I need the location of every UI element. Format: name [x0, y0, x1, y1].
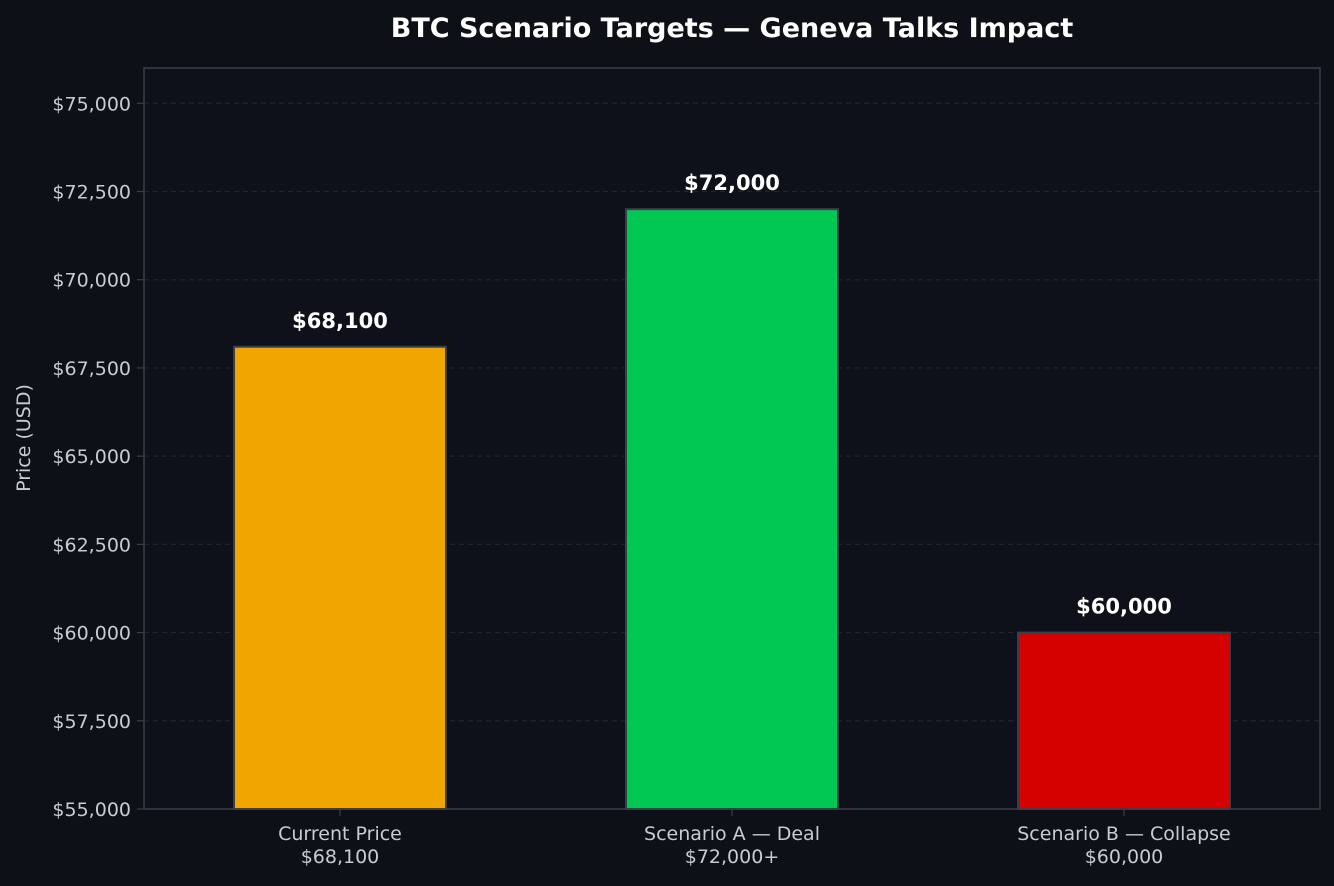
y-tick-label: $72,500 [52, 182, 131, 204]
bar-value-label: $68,100 [292, 309, 388, 333]
chart-title: BTC Scenario Targets — Geneva Talks Impa… [391, 13, 1074, 44]
x-tick-label: Scenario B — Collapse $60,000 [1017, 823, 1231, 868]
plot-frame [143, 67, 1321, 810]
bar-3 [1017, 631, 1231, 810]
y-tick-label: $67,500 [52, 358, 131, 380]
y-tick-label: $65,000 [52, 446, 131, 468]
bar-value-label: $72,000 [684, 171, 780, 195]
x-tick-label: Scenario A — Deal $72,000+ [644, 823, 820, 868]
y-tick-label: $75,000 [52, 93, 131, 115]
y-tick-label: $55,000 [52, 799, 131, 821]
bar-value-label: $60,000 [1076, 595, 1172, 619]
bar-1 [233, 345, 447, 810]
y-tick-label: $70,000 [52, 270, 131, 292]
x-tick-label: Current Price $68,100 [278, 823, 402, 868]
plot-area: $55,000 $57,500 $60,000 $62,500 $65,000 $67,5… [52, 67, 1321, 868]
y-tick-label: $62,500 [52, 534, 131, 556]
bar-2 [625, 208, 839, 810]
y-tick-label: $60,000 [52, 623, 131, 645]
y-tick-label: $57,500 [52, 711, 131, 733]
y-axis-label: Price (USD) [13, 384, 35, 492]
